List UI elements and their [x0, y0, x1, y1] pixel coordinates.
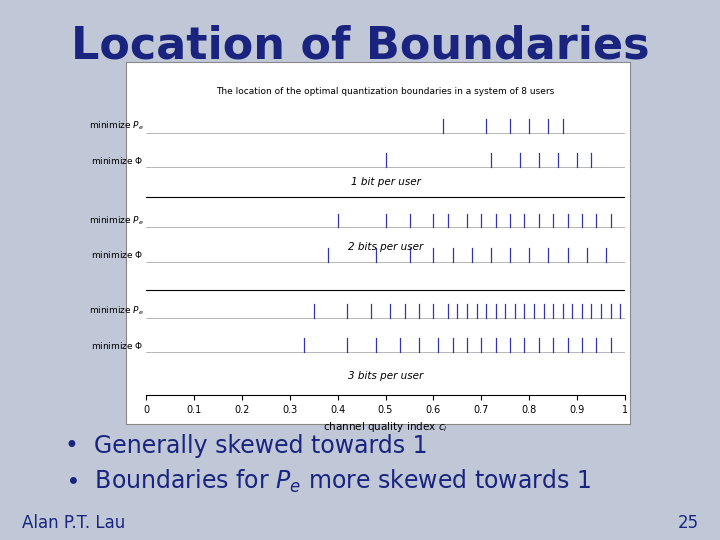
Text: •  Generally skewed towards 1: • Generally skewed towards 1 [65, 434, 427, 457]
Text: minimize $P_e$: minimize $P_e$ [89, 119, 144, 132]
Text: 25: 25 [678, 514, 698, 532]
Text: $\bullet$  Boundaries for $P_e$ more skewed towards 1: $\bullet$ Boundaries for $P_e$ more skew… [65, 468, 591, 495]
Text: minimize $\Phi$: minimize $\Phi$ [91, 340, 144, 350]
Text: 2 bits per user: 2 bits per user [348, 241, 423, 252]
Title: The location of the optimal quantization boundaries in a system of 8 users: The location of the optimal quantization… [217, 87, 554, 96]
Text: Alan P.T. Lau: Alan P.T. Lau [22, 514, 125, 532]
X-axis label: channel quality index $c_i$: channel quality index $c_i$ [323, 420, 448, 434]
Text: 3 bits per user: 3 bits per user [348, 370, 423, 381]
Text: Location of Boundaries: Location of Boundaries [71, 24, 649, 68]
Text: 1 bit per user: 1 bit per user [351, 177, 420, 187]
Text: minimize $P_e$: minimize $P_e$ [89, 305, 144, 317]
Text: minimize $\Phi$: minimize $\Phi$ [91, 249, 144, 260]
Text: minimize $P_e$: minimize $P_e$ [89, 214, 144, 227]
Text: minimize $\Phi$: minimize $\Phi$ [91, 154, 144, 166]
